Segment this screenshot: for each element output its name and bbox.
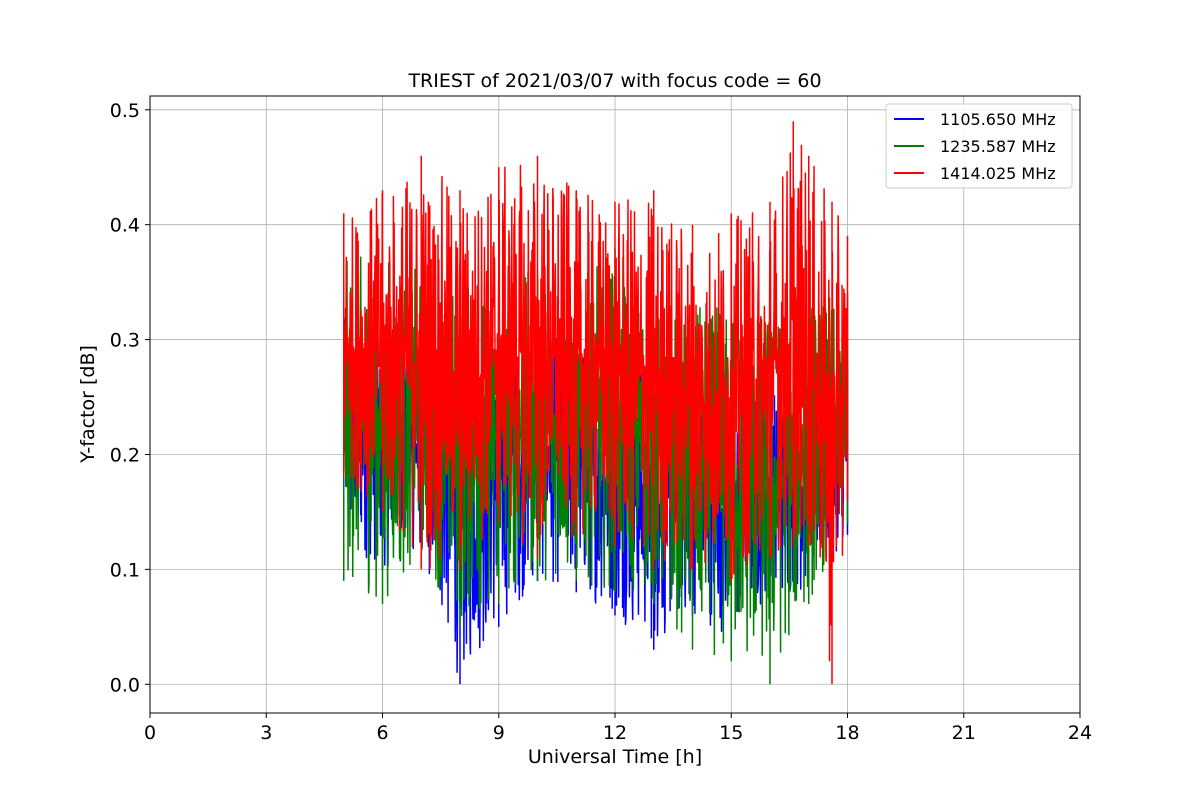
x-tick-label: 24 (1068, 722, 1092, 744)
y-tick-label: 0.3 (110, 330, 140, 352)
y-tick-label: 0.5 (110, 100, 140, 122)
x-tick-label: 6 (376, 722, 388, 744)
y-tick-label: 0.2 (110, 444, 140, 466)
chart-title: TRIEST of 2021/03/07 with focus code = 6… (407, 70, 821, 92)
y-tick-label: 0.0 (110, 674, 140, 696)
legend-label: 1105.650 MHz (940, 110, 1056, 129)
legend-label: 1235.587 MHz (940, 137, 1056, 156)
legend: 1105.650 MHz 1235.587 MHz 1414.025 MHz (885, 103, 1073, 189)
x-tick-label: 18 (835, 722, 859, 744)
x-tick-label: 0 (144, 722, 156, 744)
x-tick-label: 21 (952, 722, 976, 744)
series-layer (343, 121, 849, 685)
x-axis-label: Universal Time [h] (528, 746, 702, 768)
legend-box (885, 103, 1073, 189)
x-tick-label: 9 (493, 722, 505, 744)
legend-label: 1414.025 MHz (940, 164, 1056, 183)
y-axis: 0.0 0.1 0.2 0.3 0.4 0.5 (110, 100, 150, 696)
y-tick-label: 0.4 (110, 215, 140, 237)
x-tick-label: 12 (603, 722, 627, 744)
x-tick-label: 15 (719, 722, 743, 744)
y-tick-label: 0.1 (110, 559, 140, 581)
x-tick-label: 3 (260, 722, 272, 744)
x-axis: 0 3 6 9 12 15 18 21 24 (144, 713, 1092, 744)
y-axis-label: Y-factor [dB] (77, 345, 99, 464)
series-line-2 (343, 121, 849, 685)
